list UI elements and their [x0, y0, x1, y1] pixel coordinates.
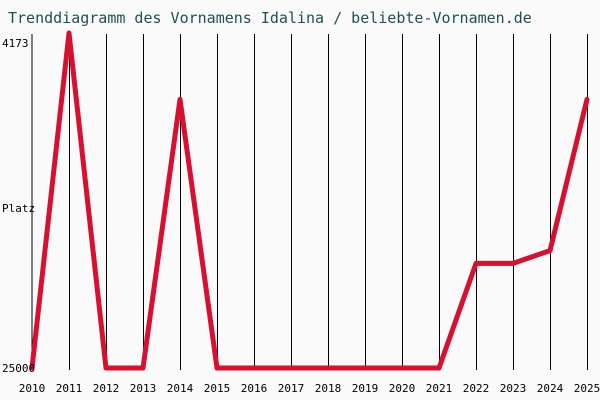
x-tick-2024: 2024	[537, 382, 564, 395]
x-tick-2018: 2018	[315, 382, 342, 395]
x-tick-labels: 2010 2011 2012 2013 2014 2015 2016 2017 2018 2019…	[19, 382, 600, 395]
y-tick-labels: 4173 25000	[2, 37, 35, 375]
x-tick-2012: 2012	[93, 382, 120, 395]
x-tick-2023: 2023	[500, 382, 527, 395]
x-tick-2017: 2017	[278, 382, 305, 395]
x-tick-2022: 2022	[463, 382, 490, 395]
vertical-gridlines	[69, 34, 588, 370]
x-tick-2021: 2021	[426, 382, 453, 395]
x-tick-2010: 2010	[19, 382, 46, 395]
x-tick-2015: 2015	[204, 382, 231, 395]
series-layer	[29, 30, 590, 371]
y-tick-4173: 4173	[2, 37, 29, 50]
x-tick-2019: 2019	[352, 382, 379, 395]
x-tick-2020: 2020	[389, 382, 416, 395]
x-tick-2016: 2016	[241, 382, 268, 395]
x-tick-2011: 2011	[56, 382, 83, 395]
x-tick-2014: 2014	[167, 382, 194, 395]
series-line-0	[29, 30, 590, 371]
x-tick-2013: 2013	[130, 382, 157, 395]
y-axis-label: Platz	[2, 202, 35, 215]
chart-title: Trenddiagramm des Vornamens Idalina / be…	[8, 9, 532, 27]
y-tick-25000: 25000	[2, 362, 35, 375]
x-tick-2025: 2025	[574, 382, 600, 395]
